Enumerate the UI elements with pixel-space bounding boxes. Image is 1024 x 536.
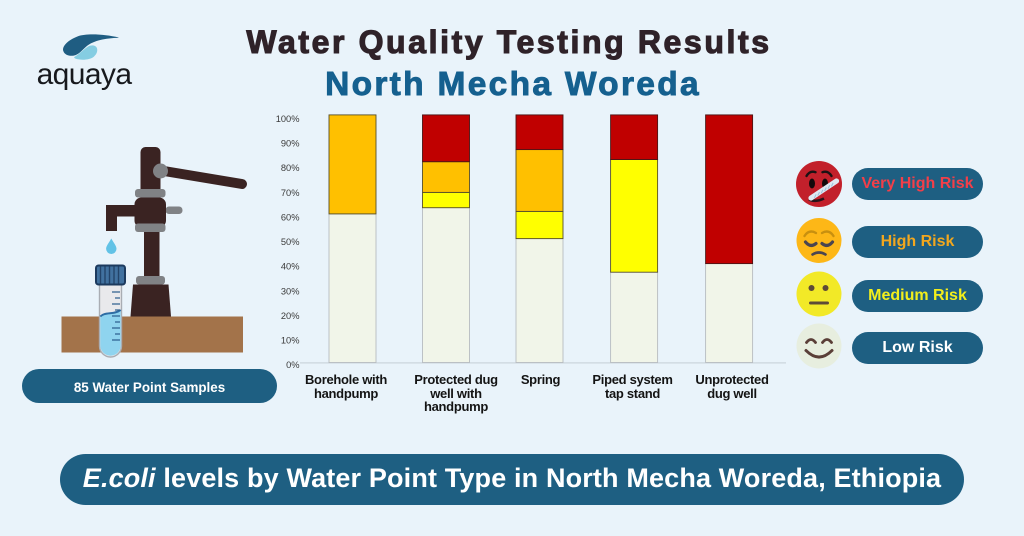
svg-text:0%: 0% xyxy=(286,360,299,370)
svg-text:30%: 30% xyxy=(281,286,300,296)
svg-text:80%: 80% xyxy=(281,163,300,173)
svg-text:50%: 50% xyxy=(281,237,300,247)
svg-text:20%: 20% xyxy=(281,311,300,321)
svg-text:60%: 60% xyxy=(281,212,300,222)
svg-text:100%: 100% xyxy=(276,114,300,124)
svg-text:40%: 40% xyxy=(281,262,300,272)
svg-text:70%: 70% xyxy=(281,188,300,198)
svg-text:90%: 90% xyxy=(281,139,300,149)
svg-text:10%: 10% xyxy=(281,336,300,346)
